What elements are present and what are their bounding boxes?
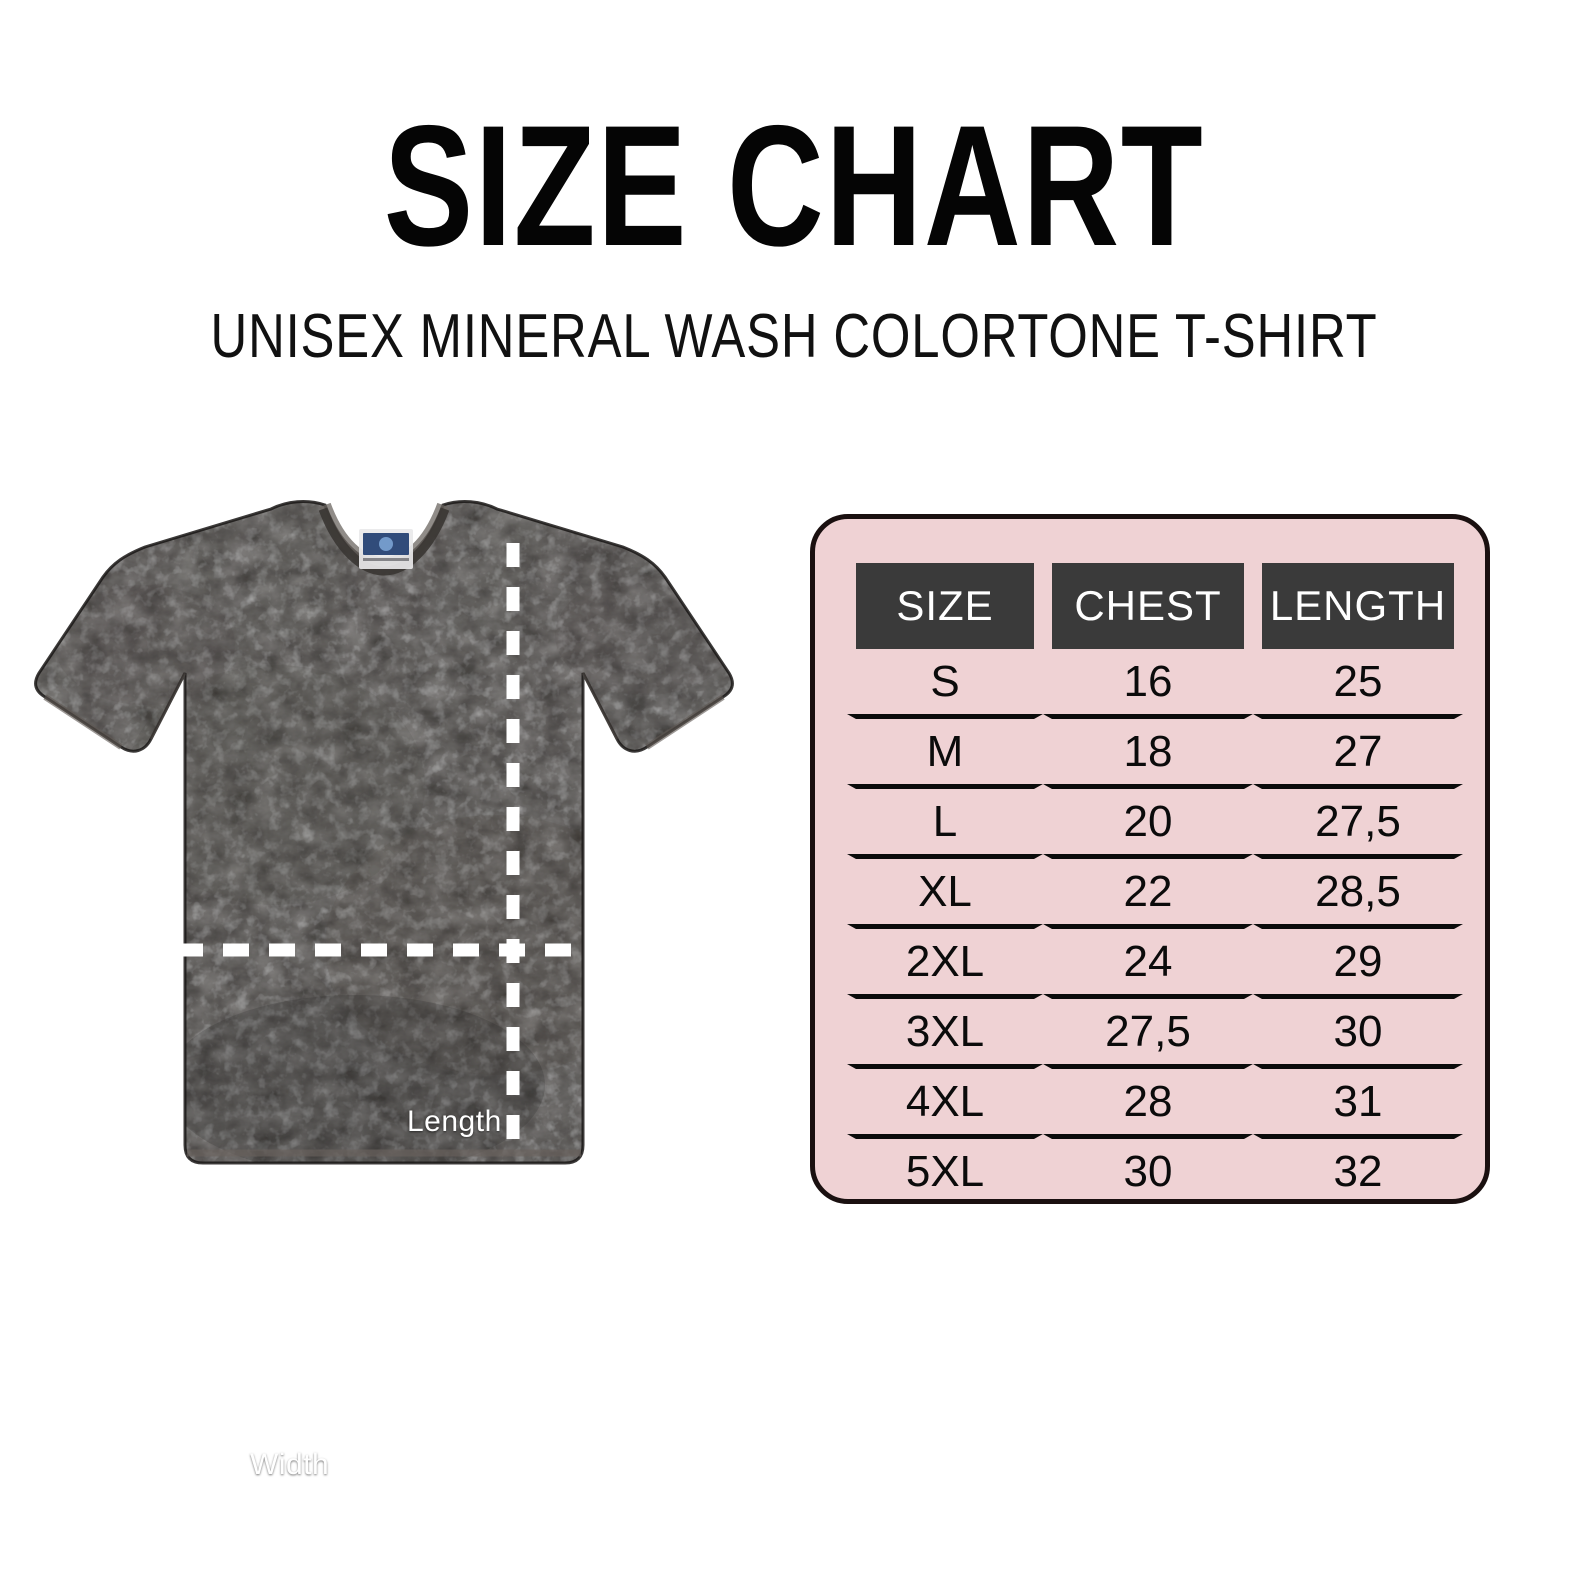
table-row: 2XL 24 29 [847,924,1463,994]
table-row: XL 22 28,5 [847,854,1463,924]
page-title: SIZE CHART [383,90,1205,282]
table-row: S 16 25 [847,649,1463,714]
cell-chest: 20 [1043,784,1253,854]
cell-chest: 30 [1043,1134,1253,1204]
cell-chest: 22 [1043,854,1253,924]
cell-length: 29 [1253,924,1463,994]
cell-size: S [930,656,960,706]
left-sleeve-seam [149,672,187,740]
cell-chest: 24 [1043,924,1253,994]
size-table-head: SIZE CHEST LENGTH [847,563,1463,649]
cell-length: 28,5 [1253,854,1463,924]
header: SIZE CHART UNISEX MINERAL WASH COLORTONE… [0,0,1588,368]
column-header-length: LENGTH [1253,563,1463,649]
tshirt-graphic [34,500,734,1165]
right-sleeve-seam [581,672,619,740]
width-measure-label: Width [250,1448,330,1481]
cell-length: 27,5 [1253,784,1463,854]
cell-length: 25 [1333,656,1383,706]
table-header-row: SIZE CHEST LENGTH [847,563,1463,649]
cell-size: XL [847,854,1043,924]
table-row: 3XL 27,5 30 [847,994,1463,1064]
page-subtitle: UNISEX MINERAL WASH COLORTONE T-SHIRT [210,302,1378,371]
shirt-body [35,501,733,1163]
table-row: 5XL 30 32 [847,1134,1463,1204]
cell-size: 5XL [847,1134,1043,1204]
table-row: 4XL 28 31 [847,1064,1463,1134]
cell-size: 3XL [847,994,1043,1064]
neck-label-icon [359,529,413,569]
collar-inner [318,507,450,576]
cell-chest: 27,5 [1043,994,1253,1064]
size-table-panel: SIZE CHEST LENGTH S 16 25 M 18 27 L 20 2… [810,514,1490,1204]
cell-length: 31 [1253,1064,1463,1134]
cell-length: 27 [1253,714,1463,784]
cell-size: 2XL [847,924,1043,994]
cell-chest: 28 [1043,1064,1253,1134]
length-measure-label: Length [407,1105,502,1138]
table-row: L 20 27,5 [847,784,1463,854]
size-table-body: S 16 25 M 18 27 L 20 27,5 XL 22 28,5 2XL [847,649,1463,1204]
column-header-chest: CHEST [1043,563,1253,649]
tshirt-illustration: Length Width [25,485,745,1481]
size-table: SIZE CHEST LENGTH S 16 25 M 18 27 L 20 2… [847,563,1463,1204]
right-cuff [645,694,725,750]
left-cuff [43,694,123,750]
cell-size: L [847,784,1043,854]
cell-chest: 16 [1123,656,1173,706]
column-header-size: SIZE [847,563,1043,649]
table-row: M 18 27 [847,714,1463,784]
cell-length: 32 [1253,1134,1463,1204]
cell-chest: 18 [1043,714,1253,784]
cell-size: M [847,714,1043,784]
cell-length: 30 [1253,994,1463,1064]
cell-size: 4XL [847,1064,1043,1134]
